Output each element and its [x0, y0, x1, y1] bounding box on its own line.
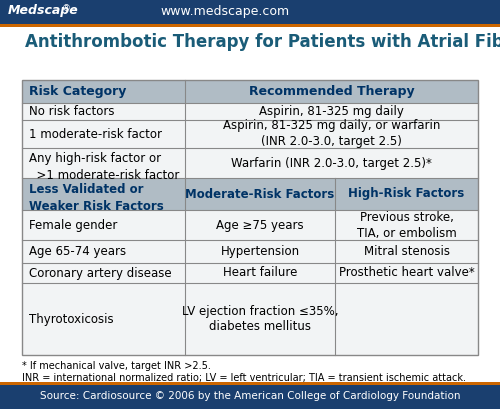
Text: Any high-risk factor or
  >1 moderate-risk factor: Any high-risk factor or >1 moderate-risk… — [29, 152, 180, 182]
Text: Less Validated or
Weaker Risk Factors: Less Validated or Weaker Risk Factors — [29, 183, 164, 213]
Text: INR = international normalized ratio; LV = left ventricular; TIA = transient isc: INR = international normalized ratio; LV… — [22, 373, 466, 383]
Text: Recommended Therapy: Recommended Therapy — [248, 85, 414, 98]
Text: 1 moderate-risk factor: 1 moderate-risk factor — [29, 128, 162, 141]
Text: Risk Category: Risk Category — [29, 85, 126, 98]
Bar — [22, 210, 478, 355]
Text: Moderate-Risk Factors: Moderate-Risk Factors — [186, 187, 334, 200]
Text: Age 65-74 years: Age 65-74 years — [29, 245, 126, 258]
Text: Female gender: Female gender — [29, 218, 118, 231]
Text: Antithrombotic Therapy for Patients with Atrial Fibrillation: Antithrombotic Therapy for Patients with… — [25, 33, 500, 51]
Bar — [22, 80, 478, 355]
Bar — [0, 385, 500, 409]
Text: Aspirin, 81-325 mg daily, or warfarin
(INR 2.0-3.0, target 2.5): Aspirin, 81-325 mg daily, or warfarin (I… — [223, 119, 440, 148]
Text: Previous stroke,
TIA, or embolism: Previous stroke, TIA, or embolism — [356, 211, 456, 240]
Text: Heart failure: Heart failure — [223, 267, 297, 279]
Text: * If mechanical valve, target INR >2.5.: * If mechanical valve, target INR >2.5. — [22, 361, 211, 371]
Bar — [0, 27, 500, 385]
Text: Source: Cardiosource © 2006 by the American College of Cardiology Foundation: Source: Cardiosource © 2006 by the Ameri… — [40, 391, 460, 401]
Text: Mitral stenosis: Mitral stenosis — [364, 245, 450, 258]
Text: Thyrotoxicosis: Thyrotoxicosis — [29, 312, 114, 326]
Bar — [22, 80, 478, 103]
Text: Coronary artery disease: Coronary artery disease — [29, 267, 172, 279]
Text: ®: ® — [62, 4, 71, 13]
Text: No risk factors: No risk factors — [29, 105, 114, 118]
Text: Age ≥75 years: Age ≥75 years — [216, 218, 304, 231]
Text: Prosthetic heart valve*: Prosthetic heart valve* — [338, 267, 474, 279]
Text: LV ejection fraction ≤35%,
diabetes mellitus: LV ejection fraction ≤35%, diabetes mell… — [182, 304, 338, 333]
Text: Aspirin, 81-325 mg daily: Aspirin, 81-325 mg daily — [259, 105, 404, 118]
Bar — [0, 0, 500, 24]
Text: Warfarin (INR 2.0-3.0, target 2.5)*: Warfarin (INR 2.0-3.0, target 2.5)* — [231, 157, 432, 169]
Text: www.medscape.com: www.medscape.com — [160, 5, 289, 18]
Text: Medscape: Medscape — [8, 4, 79, 17]
Text: Hypertension: Hypertension — [220, 245, 300, 258]
Bar — [0, 382, 500, 385]
Text: High-Risk Factors: High-Risk Factors — [348, 187, 465, 200]
Bar — [22, 178, 478, 210]
Bar — [0, 24, 500, 27]
Bar — [22, 103, 478, 178]
